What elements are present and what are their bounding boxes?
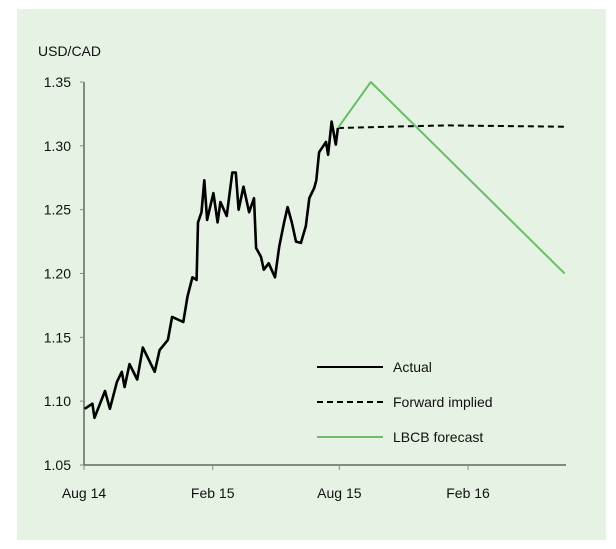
series-line-actual <box>83 120 340 420</box>
legend-label: Forward implied <box>393 394 493 410</box>
chart-panel <box>17 9 606 540</box>
x-tick-label: Feb 16 <box>446 485 490 501</box>
y-tick-label: 1.25 <box>44 202 71 218</box>
y-tick-label: 1.05 <box>44 457 71 473</box>
x-tick-label: Aug 15 <box>317 485 362 501</box>
x-tick-label: Aug 14 <box>62 485 107 501</box>
y-tick-label: 1.15 <box>44 329 71 345</box>
y-tick-label: 1.30 <box>44 138 71 154</box>
series-line-lbcb-forecast <box>337 81 566 275</box>
y-axis-label: USD/CAD <box>38 43 101 59</box>
y-tick-label: 1.10 <box>44 393 71 409</box>
series-line-forward-implied <box>337 124 565 129</box>
legend-label: Actual <box>393 359 432 375</box>
y-tick-label: 1.35 <box>44 74 71 90</box>
y-tick-label: 1.20 <box>44 266 71 282</box>
x-tick-label: Feb 15 <box>191 485 235 501</box>
legend-label: LBCB forecast <box>393 429 483 445</box>
